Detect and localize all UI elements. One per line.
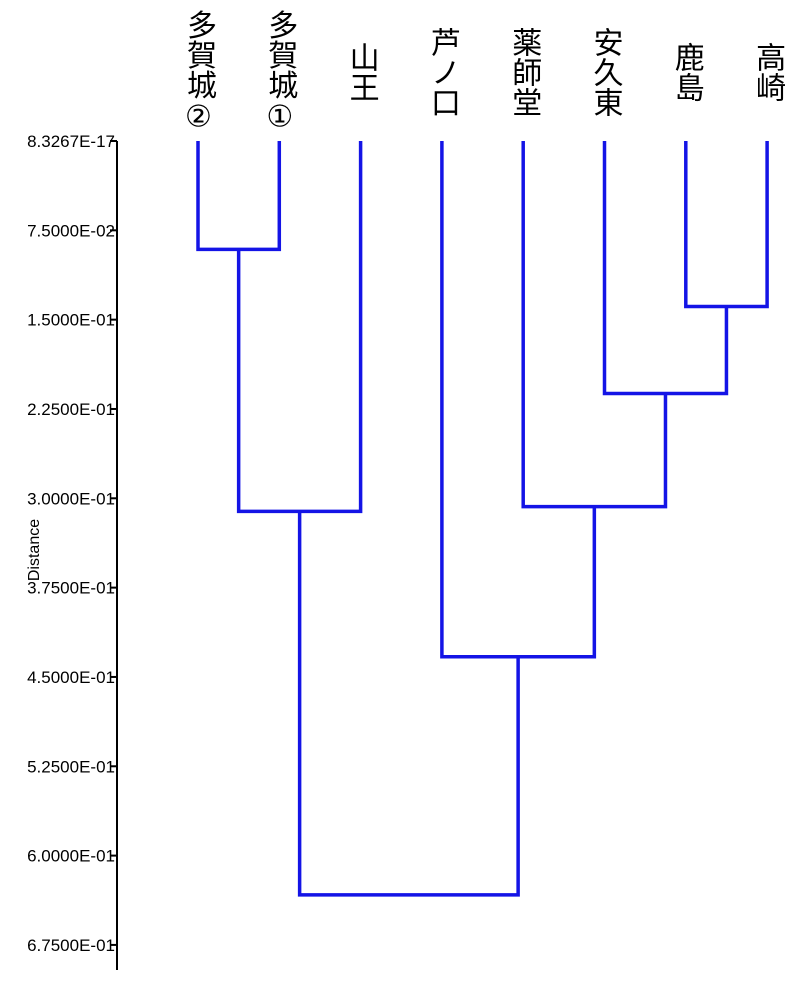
leaf-label: 多賀城②	[181, 9, 216, 135]
leaf-label: 高崎	[750, 42, 786, 102]
leaf-label: 薬師堂	[506, 27, 542, 117]
dendrogram-link	[521, 141, 668, 509]
dendrogram-link	[684, 141, 769, 309]
leaf-label: 鹿島	[668, 42, 704, 102]
y-tick-label: 4.5000E-01	[27, 668, 115, 687]
leaf-label: 山王	[343, 42, 379, 102]
dendrogram-link	[236, 141, 363, 514]
y-tick-label: 3.7500E-01	[27, 579, 115, 598]
y-tick-label: 2.2500E-01	[27, 400, 115, 419]
leaf-label: 多賀城①	[262, 9, 298, 135]
y-tick-label: 3.0000E-01	[27, 489, 115, 508]
y-axis-title: Distance	[26, 519, 43, 581]
y-tick-label: 7.5000E-02	[27, 221, 115, 240]
dendrogram-link	[440, 141, 597, 659]
leaf-label: 芦ノ口	[424, 27, 460, 117]
dendrogram-link	[297, 511, 520, 897]
dendrogram-link	[602, 141, 729, 396]
y-tick-label: 6.0000E-01	[27, 847, 115, 866]
y-tick-label: 1.5000E-01	[27, 311, 115, 330]
y-tick-label: 6.7500E-01	[27, 936, 115, 955]
leaf-label: 安久東	[587, 27, 623, 117]
dendrogram-link	[196, 141, 282, 252]
y-tick-label: 8.3267E-17	[27, 132, 115, 151]
y-tick-label: 5.2500E-01	[27, 757, 115, 776]
